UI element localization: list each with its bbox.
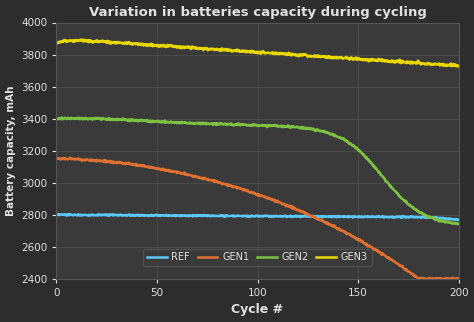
GEN2 <box>456 222 462 226</box>
GEN3 <box>288 52 293 56</box>
REF <box>310 214 316 218</box>
GEN3 <box>310 55 316 59</box>
REF <box>455 218 460 222</box>
Line: REF: REF <box>56 214 459 220</box>
GEN2 <box>59 116 65 119</box>
Y-axis label: Battery capacity, mAh: Battery capacity, mAh <box>6 85 16 216</box>
X-axis label: Cycle #: Cycle # <box>231 303 283 317</box>
GEN2 <box>54 116 59 120</box>
GEN3 <box>78 38 84 42</box>
GEN3 <box>79 37 84 41</box>
GEN1 <box>456 277 462 281</box>
Legend: REF, GEN1, GEN2, GEN3: REF, GEN1, GEN2, GEN3 <box>143 249 372 266</box>
GEN3 <box>456 64 462 68</box>
GEN2 <box>310 127 316 130</box>
REF <box>79 213 84 217</box>
GEN2 <box>359 152 365 156</box>
GEN2 <box>401 198 406 202</box>
Line: GEN1: GEN1 <box>56 158 459 280</box>
GEN1 <box>448 278 454 282</box>
GEN1 <box>310 214 316 218</box>
GEN1 <box>288 205 293 209</box>
REF <box>456 218 462 222</box>
Line: GEN2: GEN2 <box>56 118 459 224</box>
GEN3 <box>298 53 304 57</box>
GEN2 <box>288 125 293 129</box>
GEN2 <box>456 222 461 226</box>
GEN3 <box>359 57 365 61</box>
REF <box>298 214 304 218</box>
REF <box>288 213 293 217</box>
REF <box>55 212 61 216</box>
GEN1 <box>298 209 304 213</box>
GEN1 <box>54 156 59 160</box>
REF <box>359 215 365 219</box>
REF <box>54 212 59 216</box>
GEN1 <box>401 266 406 270</box>
REF <box>401 214 406 218</box>
GEN1 <box>359 240 365 243</box>
GEN1 <box>67 156 73 160</box>
GEN3 <box>54 41 59 45</box>
Line: GEN3: GEN3 <box>56 39 459 66</box>
GEN3 <box>401 59 406 63</box>
Title: Variation in batteries capacity during cycling: Variation in batteries capacity during c… <box>89 5 427 19</box>
GEN1 <box>79 159 84 163</box>
GEN2 <box>79 116 84 120</box>
GEN3 <box>453 64 459 68</box>
GEN2 <box>298 126 304 130</box>
